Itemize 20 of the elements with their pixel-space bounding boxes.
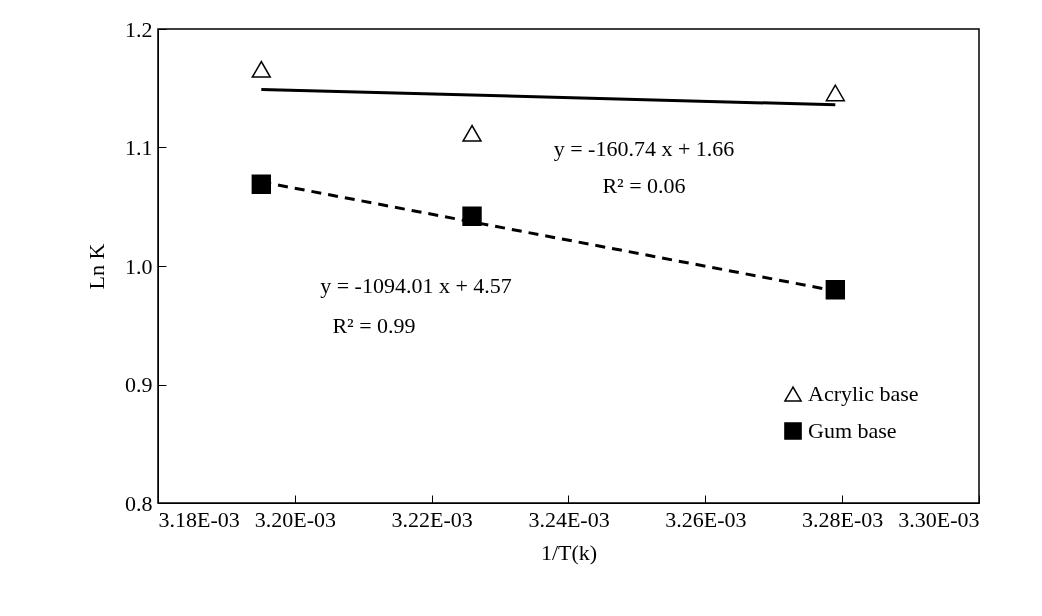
y-tick-label: 0.8 — [125, 490, 153, 516]
x-tick-label: 3.30E-03 — [898, 506, 980, 532]
x-tick-label: 3.28E-03 — [802, 506, 884, 532]
x-axis-title: 1/T(k) — [540, 539, 598, 565]
y-tick-label: 1.2 — [125, 16, 153, 42]
x-tick-label: 3.26E-03 — [665, 506, 747, 532]
y-tick-label: 1.1 — [125, 135, 153, 160]
x-tick-label: 3.22E-03 — [391, 506, 473, 532]
annotation: R² = 0.06 — [602, 173, 686, 198]
legend-label: Acrylic base — [808, 381, 919, 406]
annotation: y = -1094.01 x + 4.57 — [320, 273, 512, 298]
x-tick-label: 3.20E-03 — [254, 506, 336, 532]
x-tick-label: 3.18E-03 — [158, 506, 240, 532]
y-tick-label: 0.9 — [125, 372, 153, 397]
y-tick-label: 1.0 — [125, 253, 153, 279]
legend-label: Gum base — [808, 418, 897, 443]
annotation: y = -160.74 x + 1.66 — [553, 136, 735, 161]
annotation: R² = 0.99 — [332, 313, 416, 338]
y-axis-title: Ln K — [84, 243, 109, 290]
x-tick-label: 3.24E-03 — [528, 506, 610, 532]
